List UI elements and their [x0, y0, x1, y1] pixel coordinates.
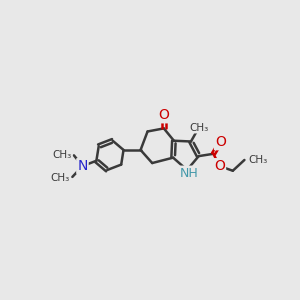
Text: CH₃: CH₃ [52, 150, 72, 160]
Text: CH₃: CH₃ [190, 123, 209, 133]
Text: O: O [158, 108, 169, 122]
Text: NH: NH [180, 167, 199, 180]
Text: O: O [214, 159, 225, 173]
Text: O: O [215, 135, 226, 149]
Text: N: N [77, 159, 88, 173]
Text: CH₃: CH₃ [248, 155, 268, 165]
Text: CH₃: CH₃ [51, 173, 70, 183]
